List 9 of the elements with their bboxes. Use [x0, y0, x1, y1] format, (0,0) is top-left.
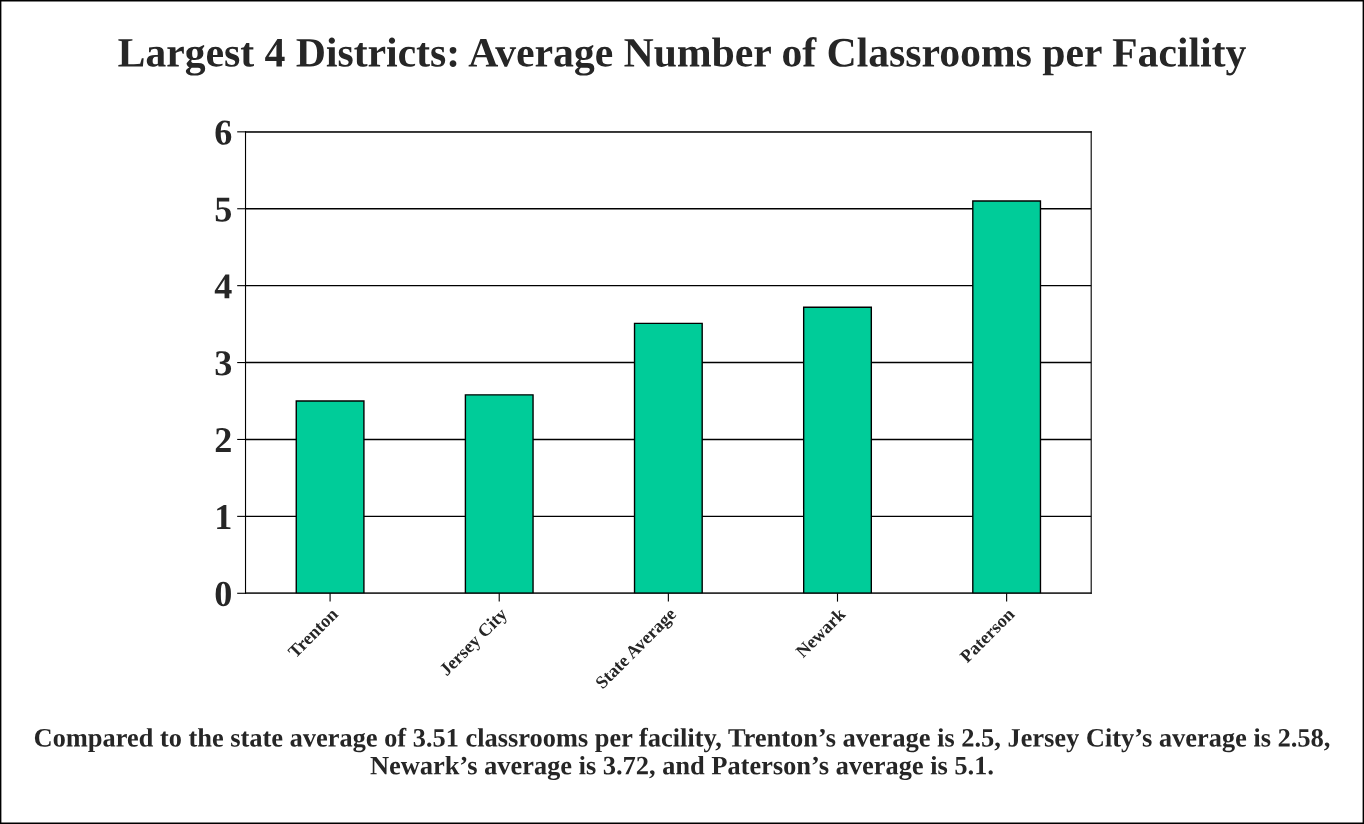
y-tick-label: 6 — [215, 120, 232, 145]
text: Compared to the state average of 3.51 classrooms per facility, Trenton’s average is 2.5, Jersey City’s average is 2.58, Newark’s average is 3.72, and Paterson’s average is 5.1. — [34, 727, 1330, 781]
y-tick-label: 4 — [214, 274, 232, 299]
chart-title: Largest 4 Districts: Average Number of Classrooms per Facility — [118, 37, 1246, 76]
y-tick-label: 5 — [215, 197, 232, 222]
y-tick-label: 3 — [215, 351, 232, 376]
y-tick-label: 2 — [215, 428, 231, 452]
y-tick-label: 1 — [217, 505, 231, 529]
y-tick-label: 0 — [215, 581, 231, 607]
